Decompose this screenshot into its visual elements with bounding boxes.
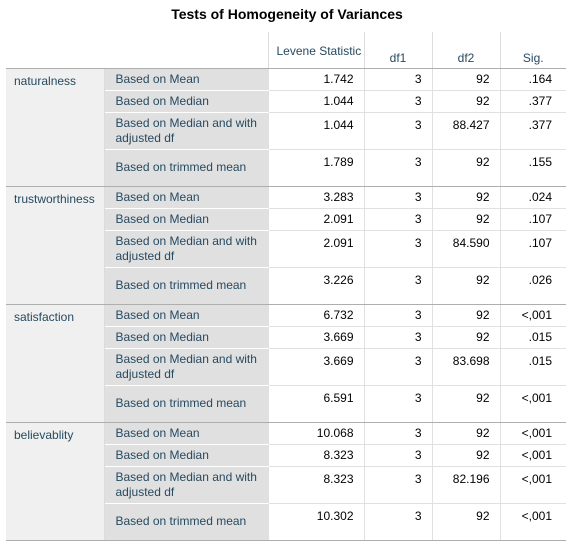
levene-cell: 6.591: [268, 385, 364, 422]
df2-cell: 88.427: [432, 112, 500, 149]
sig-cell: .107: [500, 230, 566, 267]
df1-cell: 3: [364, 267, 432, 304]
levene-cell: 3.226: [268, 267, 364, 304]
df1-cell: 3: [364, 112, 432, 149]
row-label: Based on Mean: [104, 186, 268, 208]
row-label: Based on Mean: [104, 68, 268, 90]
sig-cell: .155: [500, 149, 566, 186]
levene-cell: 8.323: [268, 466, 364, 503]
table-title: Tests of Homogeneity of Variances: [0, 6, 574, 22]
variable-label: satisfaction: [6, 304, 104, 422]
header-corner: [6, 32, 104, 68]
variable-label: trustworthiness: [6, 186, 104, 304]
levene-cell: 6.732: [268, 304, 364, 326]
df2-cell: 92: [432, 385, 500, 422]
levene-cell: 3.669: [268, 326, 364, 348]
df2-cell: 84.590: [432, 230, 500, 267]
row-label: Based on Median and with adjusted df: [104, 466, 268, 503]
levene-cell: 1.789: [268, 149, 364, 186]
df2-cell: 92: [432, 444, 500, 466]
df1-cell: 3: [364, 348, 432, 385]
variable-label: naturalness: [6, 68, 104, 186]
levene-cell: 8.323: [268, 444, 364, 466]
df1-cell: 3: [364, 208, 432, 230]
row-label: Based on trimmed mean: [104, 385, 268, 422]
df1-cell: 3: [364, 385, 432, 422]
levene-cell: 10.068: [268, 422, 364, 444]
df2-cell: 92: [432, 208, 500, 230]
levene-cell: 1.044: [268, 90, 364, 112]
df2-cell: 92: [432, 149, 500, 186]
df1-cell: 3: [364, 503, 432, 540]
row-label: Based on Median and with adjusted df: [104, 112, 268, 149]
col-header-df1: df1: [364, 32, 432, 68]
df1-cell: 3: [364, 326, 432, 348]
table-row: trustworthiness Based on Mean 3.283 3 92.024: [6, 186, 566, 208]
row-label: Based on Median: [104, 444, 268, 466]
row-label: Based on Median: [104, 90, 268, 112]
table-row: believablity Based on Mean 10.068 3 92 <,001: [6, 422, 566, 444]
df1-cell: 3: [364, 466, 432, 503]
sig-cell: .377: [500, 90, 566, 112]
levene-cell: 3.669: [268, 348, 364, 385]
levene-cell: 2.091: [268, 230, 364, 267]
levene-cell: 3.283: [268, 186, 364, 208]
header-corner-2: [104, 32, 268, 68]
sig-cell: <,001: [500, 422, 566, 444]
df1-cell: 3: [364, 230, 432, 267]
header-row: Levene Statistic df1 df2 Sig.: [6, 32, 566, 68]
sig-cell: .377: [500, 112, 566, 149]
df2-cell: 92: [432, 267, 500, 304]
table-row: satisfaction Based on Mean 6.732 3 92 <,001: [6, 304, 566, 326]
row-label: Based on trimmed mean: [104, 267, 268, 304]
row-label: Based on Median: [104, 326, 268, 348]
df1-cell: 3: [364, 90, 432, 112]
levene-cell: 2.091: [268, 208, 364, 230]
sig-cell: .026: [500, 267, 566, 304]
df1-cell: 3: [364, 444, 432, 466]
levene-cell: 1.044: [268, 112, 364, 149]
sig-cell: <,001: [500, 444, 566, 466]
row-label: Based on trimmed mean: [104, 149, 268, 186]
col-header-levene: Levene Statistic: [268, 32, 364, 68]
levene-cell: 10.302: [268, 503, 364, 540]
df2-cell: 92: [432, 422, 500, 444]
row-label: Based on Mean: [104, 304, 268, 326]
sig-cell: .164: [500, 68, 566, 90]
df2-cell: 82.196: [432, 466, 500, 503]
row-label: Based on Median and with adjusted df: [104, 348, 268, 385]
df1-cell: 3: [364, 422, 432, 444]
sig-cell: <,001: [500, 466, 566, 503]
df2-cell: 92: [432, 68, 500, 90]
df1-cell: 3: [364, 68, 432, 90]
df2-cell: 92: [432, 326, 500, 348]
row-label: Based on Mean: [104, 422, 268, 444]
sig-cell: .024: [500, 186, 566, 208]
variable-label: believablity: [6, 422, 104, 540]
homogeneity-table: Levene Statistic df1 df2 Sig. naturalnes…: [6, 32, 566, 541]
sig-cell: .015: [500, 348, 566, 385]
sig-cell: <,001: [500, 503, 566, 540]
sig-cell: .015: [500, 326, 566, 348]
df2-cell: 92: [432, 304, 500, 326]
col-header-sig: Sig.: [500, 32, 566, 68]
df1-cell: 3: [364, 186, 432, 208]
sig-cell: .107: [500, 208, 566, 230]
df1-cell: 3: [364, 304, 432, 326]
df2-cell: 92: [432, 186, 500, 208]
row-label: Based on Median: [104, 208, 268, 230]
levene-cell: 1.742: [268, 68, 364, 90]
row-label: Based on trimmed mean: [104, 503, 268, 540]
sig-cell: <,001: [500, 304, 566, 326]
df2-cell: 92: [432, 503, 500, 540]
table-body: naturalness Based on Mean 1.742 3 92.164 Base…: [6, 68, 566, 540]
table-row: naturalness Based on Mean 1.742 3 92.164: [6, 68, 566, 90]
df2-cell: 83.698: [432, 348, 500, 385]
sig-cell: <,001: [500, 385, 566, 422]
df2-cell: 92: [432, 90, 500, 112]
col-header-df2: df2: [432, 32, 500, 68]
row-label: Based on Median and with adjusted df: [104, 230, 268, 267]
df1-cell: 3: [364, 149, 432, 186]
